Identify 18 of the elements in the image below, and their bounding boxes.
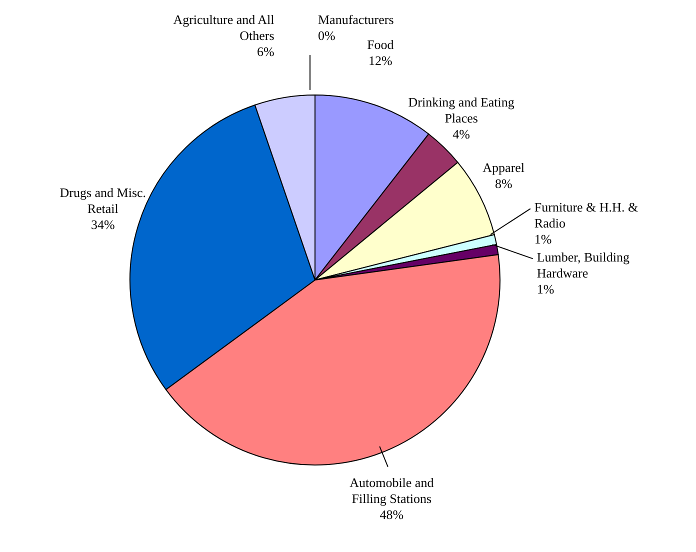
text: 0% bbox=[318, 28, 336, 43]
data-label: 34% bbox=[90, 217, 115, 232]
data-label: 6% bbox=[256, 44, 274, 59]
slice-label: Furniture & H.H. & Radio bbox=[534, 200, 638, 231]
slice-label: Automobile and Filling Stations bbox=[350, 475, 434, 506]
data-label: 4% bbox=[452, 126, 470, 142]
category-label: Manufacturers bbox=[318, 12, 394, 27]
slice-label: Lumber, Building Hardware bbox=[536, 250, 630, 281]
data-label: 48% bbox=[380, 507, 404, 522]
slice-label: Drugs and Misc. Retail bbox=[60, 185, 146, 216]
data-label: 12% bbox=[368, 52, 393, 68]
slice-label: Agriculture and All Others bbox=[173, 12, 275, 43]
data-label: 8% bbox=[494, 176, 512, 191]
slice-label: Drinking and Eating Places bbox=[408, 94, 515, 126]
data-label: 1% bbox=[536, 282, 554, 297]
slice-label: Apparel bbox=[482, 160, 525, 175]
slice-label: Food bbox=[367, 36, 394, 52]
data-label: 1% bbox=[534, 232, 552, 247]
